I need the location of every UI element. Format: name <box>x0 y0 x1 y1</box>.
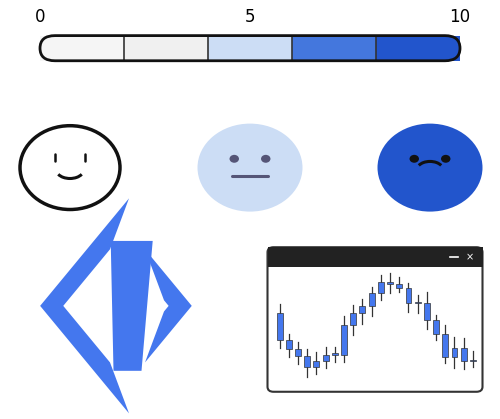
Bar <box>414 302 420 303</box>
Bar <box>424 303 430 320</box>
Bar <box>314 361 320 367</box>
Circle shape <box>410 155 419 163</box>
FancyBboxPatch shape <box>40 36 460 61</box>
Bar <box>332 353 338 355</box>
Bar <box>322 355 328 361</box>
Bar <box>341 325 347 354</box>
Bar <box>376 36 460 61</box>
Bar <box>396 285 402 288</box>
Bar <box>124 36 208 61</box>
Bar <box>442 334 448 357</box>
Bar <box>276 313 282 340</box>
Bar <box>378 282 384 293</box>
Text: 0: 0 <box>35 8 45 26</box>
Circle shape <box>378 124 482 212</box>
Circle shape <box>261 155 270 163</box>
Bar <box>286 340 292 349</box>
Bar <box>360 306 366 313</box>
Bar <box>304 356 310 367</box>
Bar <box>208 36 292 61</box>
Bar <box>40 36 124 61</box>
Polygon shape <box>40 198 129 414</box>
Circle shape <box>198 124 302 212</box>
FancyBboxPatch shape <box>268 247 482 392</box>
Circle shape <box>230 155 239 163</box>
Bar <box>387 282 393 285</box>
Circle shape <box>441 155 450 163</box>
Bar <box>368 293 374 306</box>
Text: 10: 10 <box>450 8 470 26</box>
Polygon shape <box>110 241 152 371</box>
Bar <box>470 360 476 361</box>
Circle shape <box>20 126 120 210</box>
Bar <box>350 313 356 325</box>
Bar <box>292 36 376 61</box>
Text: ×: × <box>466 252 474 262</box>
Bar <box>268 247 482 267</box>
Bar <box>452 348 458 357</box>
Text: 5: 5 <box>245 8 256 26</box>
Bar <box>460 348 466 361</box>
Polygon shape <box>145 249 192 362</box>
Bar <box>295 349 301 356</box>
Bar <box>433 320 439 334</box>
Bar <box>406 288 411 303</box>
